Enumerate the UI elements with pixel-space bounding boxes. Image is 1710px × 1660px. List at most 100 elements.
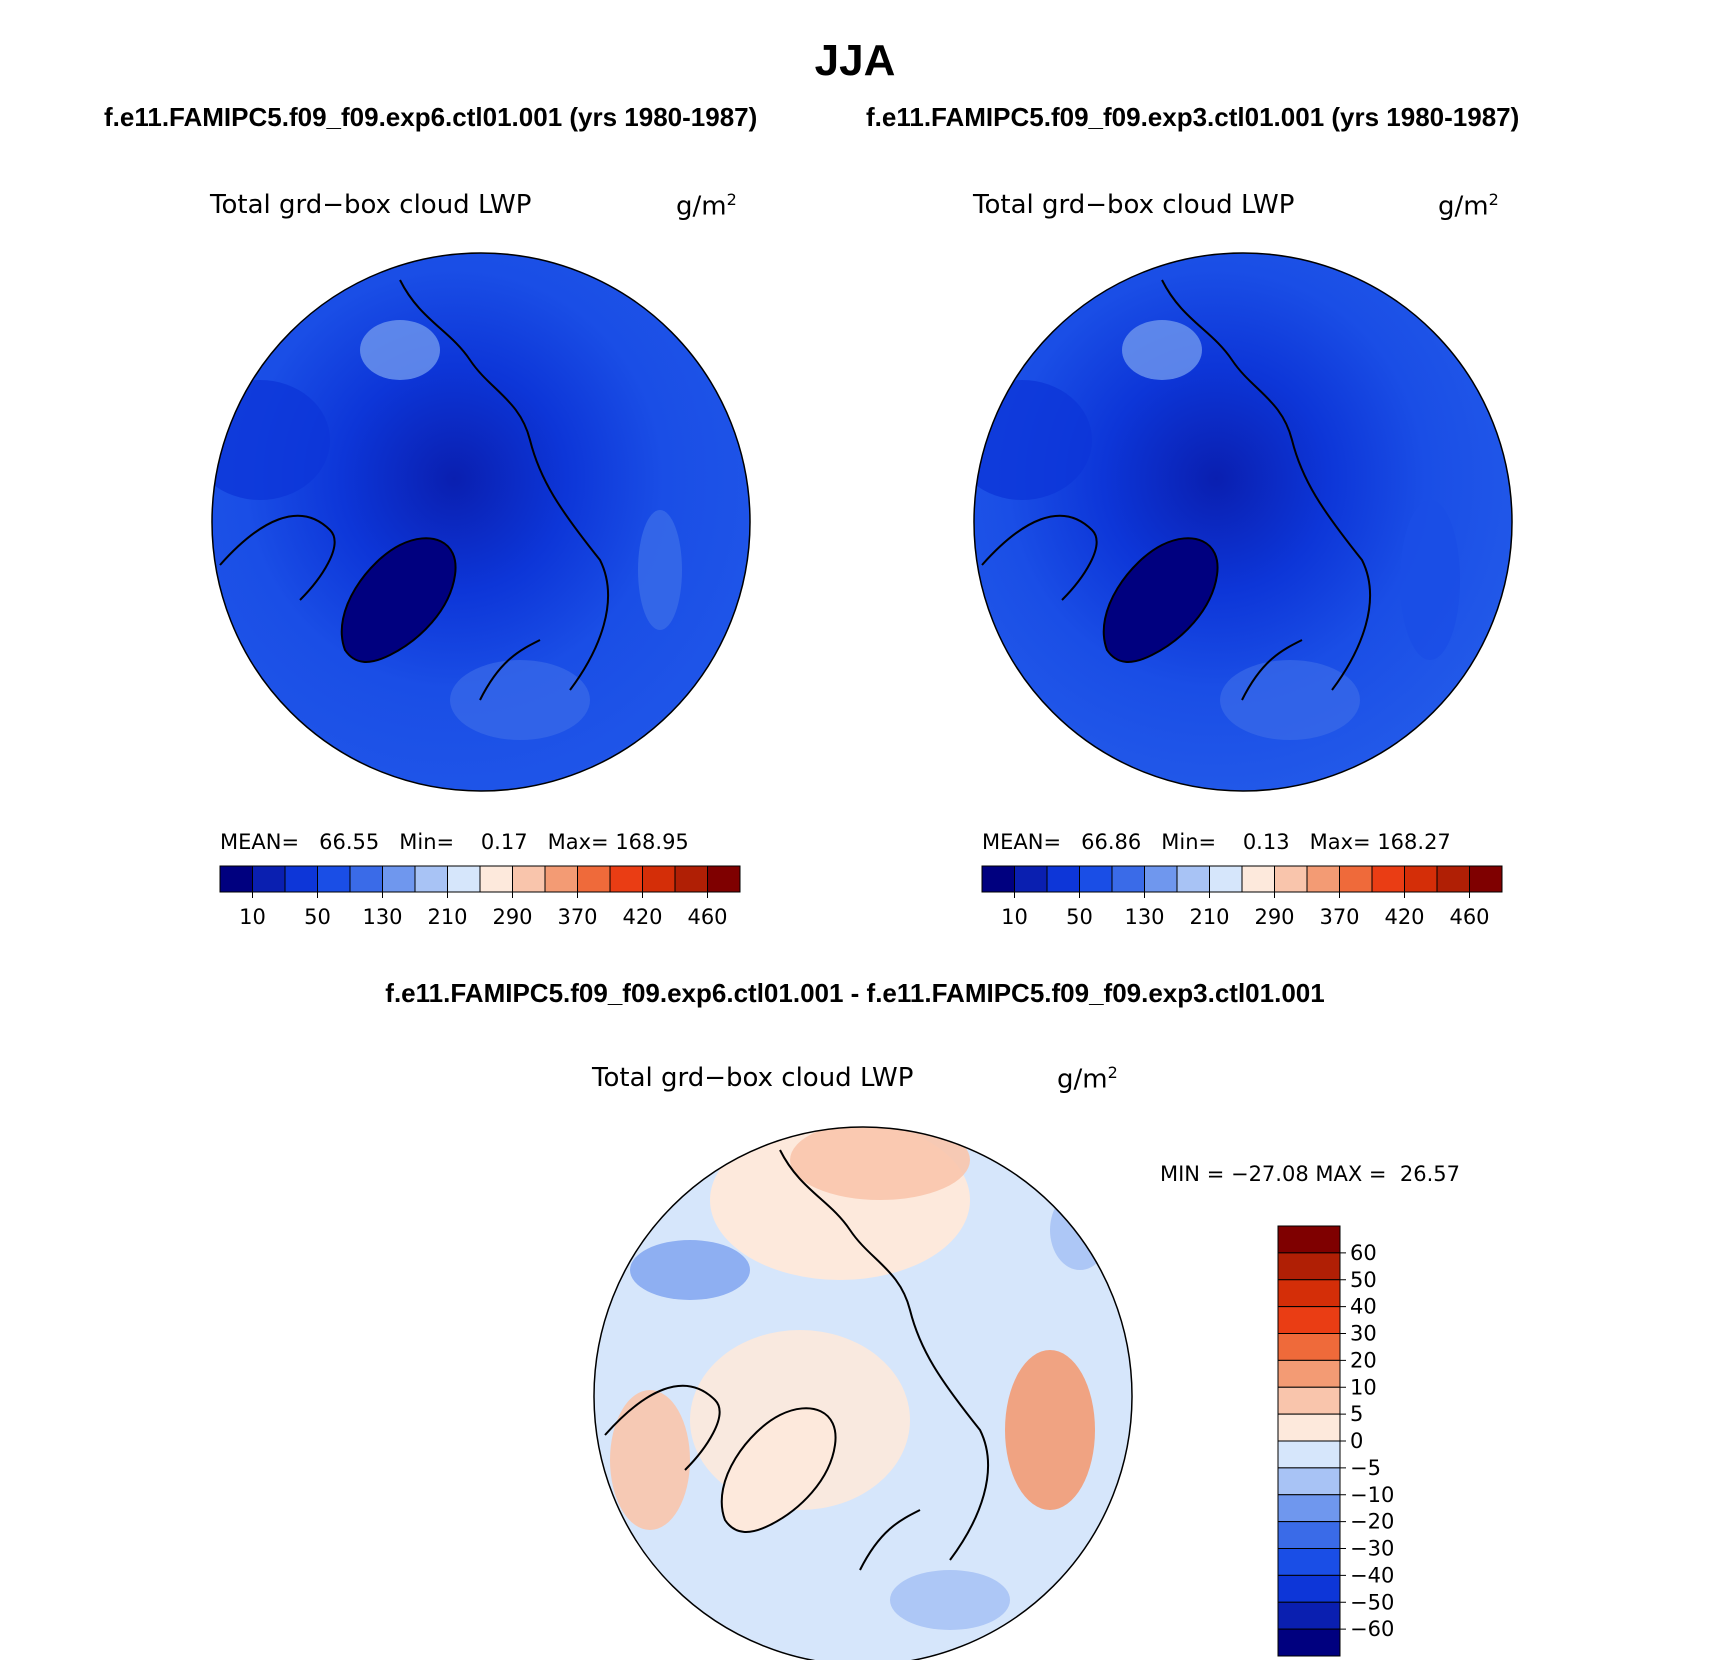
cbar-diff-swatch-2 <box>1277 1279 1341 1308</box>
greenland-left <box>340 537 457 663</box>
lwp-region-left-a <box>212 380 330 500</box>
cbar-diff-swatch-13 <box>1277 1574 1341 1603</box>
cbar-diff-label-6: 5 <box>1350 1402 1363 1426</box>
cbar-right-swatch-4 <box>1111 865 1145 893</box>
cbar-left-label-1: 50 <box>304 905 331 929</box>
cbar-right-swatch-14 <box>1436 865 1470 893</box>
stats-left: MEAN= 66.55 Min= 0.17 Max= 168.95 <box>220 830 689 854</box>
map-disk-right <box>974 253 1512 791</box>
stats-right: MEAN= 66.86 Min= 0.13 Max= 168.27 <box>982 830 1451 854</box>
cbar-right-label-1: 50 <box>1066 905 1093 929</box>
cbar-diff-label-12: −40 <box>1350 1563 1394 1587</box>
map-panel-left <box>211 252 751 792</box>
cbar-diff-swatch-6 <box>1277 1386 1341 1415</box>
diff-region-b <box>790 1127 970 1200</box>
cbar-left-swatch-4 <box>349 865 383 893</box>
cbar-diff-swatch-4 <box>1277 1333 1341 1361</box>
cbar-diff-swatch-3 <box>1277 1306 1341 1334</box>
diff-title: f.e11.FAMIPC5.f09_f09.exp6.ctl01.001 - f… <box>385 978 1325 1008</box>
coastline-left <box>219 279 609 701</box>
case-title-left: f.e11.FAMIPC5.f09_f09.exp6.ctl01.001 (yr… <box>104 102 758 132</box>
cbar-left-swatch-14 <box>674 865 708 893</box>
cbar-right-swatch-6 <box>1176 865 1210 893</box>
greenland-diff <box>720 1407 837 1533</box>
cbar-left-swatch-9 <box>512 865 546 893</box>
cbar-diff-swatch-14 <box>1277 1601 1341 1630</box>
cbar-right-swatch-1 <box>1014 865 1048 893</box>
diff-variable: Total grd−box cloud LWP <box>592 1063 914 1093</box>
cbar-diff-label-5: 10 <box>1350 1375 1377 1399</box>
cbar-diff-label-4: 20 <box>1350 1348 1377 1372</box>
lwp-region-right-c <box>1400 500 1460 660</box>
case-title-right: f.e11.FAMIPC5.f09_f09.exp3.ctl01.001 (yr… <box>866 102 1520 132</box>
cbar-diff-label-10: −20 <box>1350 1510 1394 1534</box>
cbar-diff-label-13: −50 <box>1350 1590 1394 1614</box>
cbar-right-swatch-15 <box>1469 865 1503 893</box>
cbar-diff-swatch-7 <box>1277 1413 1341 1442</box>
lwp-region-right-a <box>974 380 1092 500</box>
cbar-left-swatch-0 <box>219 865 253 893</box>
cbar-diff-swatch-8 <box>1277 1440 1341 1469</box>
colorbar-right: 10 50 130 210 290 370 420 460 <box>981 865 1503 929</box>
cbar-left-label-0: 10 <box>239 905 266 929</box>
diff-units: g/m2 <box>1057 1063 1118 1095</box>
lwp-region-left-b <box>360 320 440 380</box>
cbar-right-label-3: 210 <box>1189 905 1229 929</box>
lwp-region-left-c <box>638 510 682 630</box>
cbar-diff-swatch-0 <box>1277 1225 1341 1254</box>
cbar-left-swatch-6 <box>414 865 448 893</box>
cbar-left-swatch-15 <box>707 865 741 893</box>
main-title: JJA <box>814 36 896 85</box>
cbar-left-swatch-1 <box>252 865 286 893</box>
lwp-region-right-d <box>1220 660 1360 740</box>
map-disk-left <box>212 253 750 791</box>
cbar-right-swatch-7 <box>1209 865 1243 893</box>
cbar-diff-label-3: 30 <box>1350 1322 1377 1346</box>
cbar-diff-label-9: −10 <box>1350 1483 1394 1507</box>
cbar-diff-swatch-9 <box>1277 1467 1341 1496</box>
cbar-right-swatch-8 <box>1241 865 1275 893</box>
cbar-diff-swatch-12 <box>1277 1548 1341 1576</box>
panel-units-left: g/m2 <box>676 190 737 222</box>
greenland-right <box>1102 537 1219 663</box>
diff-region-f <box>630 1240 750 1300</box>
cbar-right-swatch-5 <box>1144 865 1178 893</box>
diff-region-e <box>610 1390 690 1530</box>
cbar-left-label-4: 290 <box>492 905 532 929</box>
cbar-diff-swatch-15 <box>1277 1628 1341 1657</box>
cbar-right-swatch-3 <box>1079 865 1113 893</box>
cbar-right-label-6: 420 <box>1384 905 1424 929</box>
cbar-right-label-0: 10 <box>1001 905 1028 929</box>
panel-units-right: g/m2 <box>1438 190 1499 222</box>
cbar-diff-swatch-1 <box>1277 1252 1341 1281</box>
diff-region-g <box>890 1570 1010 1630</box>
cbar-diff-label-0: 60 <box>1350 1241 1377 1265</box>
diff-region-c <box>1005 1350 1095 1510</box>
cbar-left-swatch-7 <box>447 865 481 893</box>
cbar-left-swatch-8 <box>479 865 513 893</box>
cbar-right-swatch-12 <box>1371 865 1405 893</box>
diff-minmax: MIN = −27.08 MAX = 26.57 <box>1160 1162 1460 1186</box>
cbar-left-swatch-2 <box>284 865 318 893</box>
cbar-left-swatch-3 <box>317 865 351 893</box>
cbar-left-swatch-11 <box>577 865 611 893</box>
cbar-diff-label-1: 50 <box>1350 1268 1377 1292</box>
panel-variable-left: Total grd−box cloud LWP <box>210 190 532 220</box>
cbar-right-swatch-2 <box>1046 865 1080 893</box>
cbar-left-label-5: 370 <box>557 905 597 929</box>
cbar-diff-label-11: −30 <box>1350 1537 1394 1561</box>
cbar-left-label-2: 130 <box>362 905 402 929</box>
cbar-left-swatch-10 <box>544 865 578 893</box>
map-panel-diff <box>593 1126 1133 1660</box>
cbar-left-swatch-5 <box>382 865 416 893</box>
cbar-right-swatch-13 <box>1404 865 1438 893</box>
cbar-diff-swatch-10 <box>1277 1494 1341 1523</box>
cbar-left-label-3: 210 <box>427 905 467 929</box>
coastline-diff <box>604 1149 989 1571</box>
cbar-right-swatch-11 <box>1339 865 1373 893</box>
coastline-right <box>981 279 1371 701</box>
cbar-diff-label-8: −5 <box>1350 1456 1381 1480</box>
cbar-left-swatch-12 <box>609 865 643 893</box>
panel-variable-right: Total grd−box cloud LWP <box>973 190 1295 220</box>
